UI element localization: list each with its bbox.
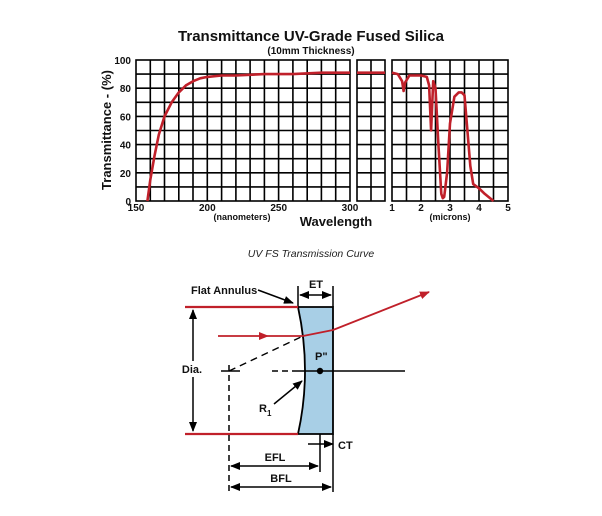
transmission-curve-panel-3 [391, 71, 495, 203]
ray-inside-lens [302, 329, 334, 337]
panel-nm-grid [136, 60, 350, 201]
dia-label-bg [178, 361, 206, 377]
x-tick-label: 5 [505, 203, 511, 214]
panel-nanometers [135, 59, 351, 202]
flat-annulus-leader [257, 289, 294, 304]
outgoing-ray [332, 291, 430, 331]
y-tick-label: 80 [120, 84, 132, 95]
microns-unit-label: (microns) [429, 212, 470, 222]
nanometers-unit-label: (nanometers) [213, 212, 270, 222]
transmission-curves [146, 71, 495, 203]
dia-label: Dia. [182, 364, 202, 376]
x-tick-label: 1 [389, 203, 395, 214]
x-tick-label: 200 [199, 203, 216, 214]
y-tick-labels: 0 20 40 60 80 100 [114, 56, 131, 208]
x-tick-label: 2 [418, 203, 424, 214]
et-label: ET [309, 279, 323, 291]
chart-title: Transmittance UV-Grade Fused Silica [178, 28, 445, 45]
y-tick-label: 100 [114, 56, 131, 67]
x-tick-labels: 150 200 250 300 1 2 3 4 5 [128, 203, 512, 214]
y-tick-label: 40 [120, 141, 132, 152]
y-tick-label: 60 [120, 112, 132, 123]
principal-point-dot [316, 367, 324, 375]
x-tick-label: 3 [447, 203, 453, 214]
virtual-ray-extension [228, 335, 304, 372]
bfl-label: BFL [270, 473, 292, 485]
ct-label: CT [338, 440, 353, 452]
r1-leader [273, 380, 303, 405]
efl-label: EFL [265, 452, 286, 464]
x-tick-label: 300 [342, 203, 359, 214]
x-tick-label: 4 [476, 203, 482, 214]
flat-annulus-label: Flat Annulus [191, 285, 257, 297]
x-axis-label: Wavelength [300, 214, 373, 229]
y-axis-label: Transmittance - (%) [99, 70, 114, 190]
transmission-curve-panel-1 [146, 71, 350, 202]
panel-break [356, 59, 386, 202]
principal-point-label: P" [315, 351, 328, 363]
chart-subtitle: (10mm Thickness) [267, 46, 354, 57]
x-tick-label: 250 [270, 203, 287, 214]
y-tick-label: 20 [120, 169, 132, 180]
y-tick-label: 0 [125, 197, 131, 208]
r1-label: R1 [259, 403, 272, 418]
chart-caption: UV FS Transmission Curve [248, 248, 375, 260]
lens-diagram: ET Flat Annulus Dia. P" R1 CT [178, 279, 430, 492]
r1-subscript: 1 [267, 409, 272, 418]
panel-break-grid [357, 60, 385, 201]
x-tick-label: 150 [128, 203, 145, 214]
r1-letter: R [259, 403, 267, 415]
transmission-chart: Transmittance UV-Grade Fused Silica (10m… [99, 28, 511, 260]
